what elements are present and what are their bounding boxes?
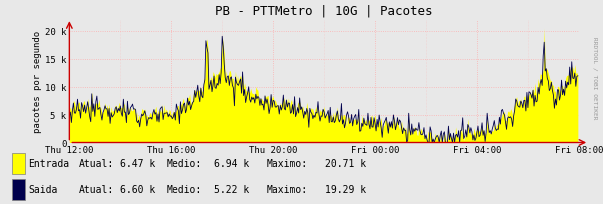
Title: PB - PTTMetro | 10G | Pacotes: PB - PTTMetro | 10G | Pacotes (215, 5, 433, 18)
Text: Atual:: Atual: (79, 158, 115, 168)
Text: 19.29 k: 19.29 k (325, 184, 366, 194)
Text: Atual:: Atual: (79, 184, 115, 194)
Text: RRDTOOL / TOBI OETIKER: RRDTOOL / TOBI OETIKER (593, 37, 598, 119)
Text: 6.60 k: 6.60 k (120, 184, 156, 194)
Text: 5.22 k: 5.22 k (213, 184, 249, 194)
Text: 20.71 k: 20.71 k (325, 158, 366, 168)
Text: Saida: Saida (28, 184, 58, 194)
Text: Maximo:: Maximo: (267, 184, 308, 194)
Bar (12, 153, 25, 174)
Text: Medio:: Medio: (167, 158, 202, 168)
Bar (12, 179, 25, 200)
Y-axis label: pacotes por segundo: pacotes por segundo (33, 31, 42, 132)
Text: Medio:: Medio: (167, 184, 202, 194)
Text: Entrada: Entrada (28, 158, 69, 168)
Text: Maximo:: Maximo: (267, 158, 308, 168)
Text: 6.94 k: 6.94 k (213, 158, 249, 168)
Text: 6.47 k: 6.47 k (120, 158, 156, 168)
